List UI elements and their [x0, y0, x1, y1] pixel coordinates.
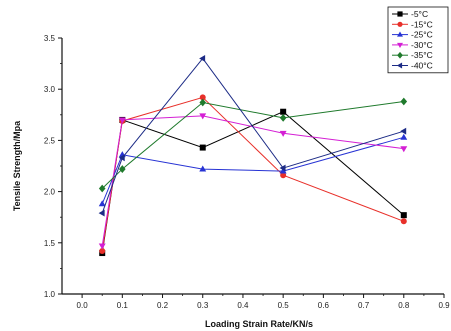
data-point	[98, 243, 106, 250]
legend-marker	[397, 11, 403, 17]
legend-item: -15°C	[392, 19, 433, 29]
data-point	[199, 113, 207, 120]
data-point	[199, 98, 207, 107]
data-point	[400, 133, 408, 140]
data-point	[400, 146, 408, 153]
series-line	[101, 136, 404, 205]
data-point	[280, 172, 287, 179]
data-point	[118, 117, 126, 124]
data-point	[118, 154, 125, 162]
series-line	[101, 115, 404, 246]
series-line	[101, 57, 404, 214]
data-point	[98, 184, 106, 193]
x-tick-label: 0.6	[318, 301, 330, 310]
series-line	[101, 111, 405, 254]
legend-item: -25°C	[392, 30, 433, 40]
legend-label: -35°C	[411, 50, 433, 60]
data-point	[199, 55, 206, 62]
legend-marker	[397, 51, 403, 59]
x-tick-label: 0.8	[398, 301, 410, 310]
x-tick-label: 0.1	[117, 301, 129, 310]
legend-marker	[397, 21, 403, 27]
data-point	[279, 130, 287, 137]
x-tick-label: 0.4	[237, 301, 249, 310]
y-tick-label: 1.5	[44, 239, 56, 248]
legend-label: -40°C	[411, 61, 433, 71]
legend-item: -35°C	[392, 50, 433, 60]
data-point	[400, 127, 407, 135]
data-point	[98, 209, 105, 217]
data-point	[279, 167, 287, 174]
legend-marker	[396, 62, 403, 69]
series-6	[98, 55, 407, 217]
data-point	[199, 144, 206, 151]
legend-label: -5°C	[411, 9, 428, 19]
y-tick-label: 2.5	[44, 136, 56, 145]
y-tick-label: 1.0	[44, 290, 56, 299]
data-point	[119, 165, 126, 173]
series-layer	[98, 55, 408, 257]
legend-box	[387, 6, 449, 74]
legend-label: -30°C	[411, 40, 433, 50]
data-point	[99, 247, 106, 254]
x-tick-label: 0.9	[438, 301, 450, 310]
data-point	[400, 212, 407, 219]
legend-label: -25°C	[411, 30, 433, 40]
data-point	[279, 164, 286, 172]
legend-item: -5°C	[392, 9, 428, 19]
data-point	[400, 218, 407, 225]
legend-item: -30°C	[392, 40, 433, 50]
data-point	[279, 113, 287, 122]
legend-marker	[397, 42, 403, 49]
legend-label: -15°C	[411, 19, 433, 29]
x-tick-label: 0.3	[197, 301, 209, 310]
x-tick-label: 0.2	[157, 301, 169, 310]
legend-marker	[397, 31, 403, 37]
x-axis-title: Loading Strain Rate/KN/s	[205, 319, 313, 329]
axis-ticks: 0.0 0.1 0.2 0.3 0.4 0.5 0.6 0.7 0.8 0.9 1.0 1.5 2.0 2…	[44, 34, 450, 310]
x-tick-label: 0.5	[278, 301, 290, 310]
data-point	[280, 108, 287, 115]
series-1	[99, 108, 407, 257]
y-tick-label: 3.5	[44, 34, 56, 43]
legend: -5°C-15°C-25°C-30°C-35°C-40°C	[387, 6, 449, 74]
series-line	[101, 96, 404, 252]
y-tick-label: 3.0	[44, 85, 56, 94]
series-4	[98, 113, 408, 250]
y-axis-title: Tensile Strength/Mpa	[12, 120, 22, 211]
legend-item: -40°C	[392, 61, 433, 71]
data-point	[199, 94, 206, 101]
x-tick-label: 0.0	[77, 301, 89, 310]
y-tick-label: 2.0	[44, 188, 56, 197]
data-point	[98, 200, 106, 207]
data-point	[199, 165, 207, 172]
x-tick-label: 0.7	[358, 301, 370, 310]
data-point	[400, 97, 408, 106]
